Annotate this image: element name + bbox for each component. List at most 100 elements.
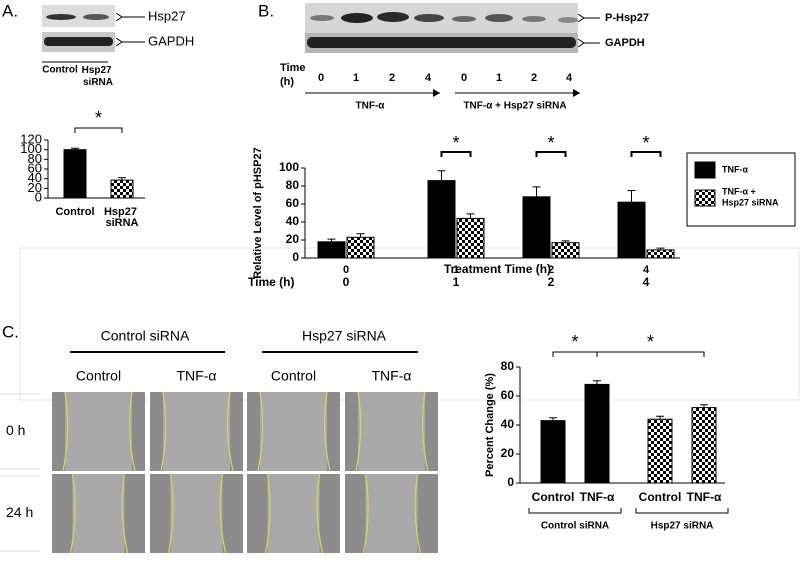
- bar: [317, 241, 346, 259]
- x-tick-label: TNF-α: [580, 490, 615, 504]
- panel-label: A.: [2, 1, 18, 20]
- x-tick-label: Control: [639, 490, 682, 504]
- y-tick-label: 20: [28, 180, 42, 195]
- error-bar: [627, 190, 636, 203]
- group-label: Control siRNA: [541, 521, 609, 532]
- error-bar: [532, 186, 541, 197]
- y-tick-label: 0: [35, 189, 42, 204]
- time-value: 0: [343, 275, 350, 289]
- time-value: 2: [548, 275, 555, 289]
- x-tick-label: TNF-α: [687, 490, 722, 504]
- group-bracket: [635, 508, 729, 514]
- y-tick-label: 0: [507, 475, 514, 489]
- blot-b: [305, 3, 600, 97]
- time-value: 1: [453, 275, 460, 289]
- wound-edge: [160, 391, 234, 472]
- error-bar: [437, 170, 446, 181]
- error-bar: [593, 380, 601, 385]
- band-label: GAPDH: [148, 33, 194, 48]
- wound-area: [358, 392, 425, 471]
- wound-area: [365, 474, 418, 553]
- bar: [522, 196, 551, 259]
- error-bar: [118, 177, 126, 181]
- significance-label: *: [647, 332, 654, 352]
- bar: [110, 179, 134, 199]
- y-tick-label: 20: [501, 446, 515, 460]
- column-label: Control: [76, 368, 121, 384]
- wound-edge: [69, 473, 129, 554]
- y-tick-label: 80: [501, 359, 515, 373]
- group-label: Hsp27 siRNA: [651, 521, 714, 532]
- significance-bracket: [552, 351, 598, 357]
- bar: [63, 149, 87, 199]
- y-tick-label: 0: [292, 250, 299, 264]
- blot-a: [42, 5, 145, 63]
- wound-edge: [62, 391, 136, 472]
- x-tick-label: 0: [343, 264, 349, 276]
- error-bar: [561, 240, 570, 243]
- bar: [456, 217, 485, 259]
- treatment-label: TNF-α: [356, 101, 386, 112]
- wound-edge: [264, 473, 324, 554]
- row-label: 24 h: [6, 504, 33, 520]
- error-bar: [356, 233, 365, 238]
- x-tick-label: 4: [643, 264, 650, 276]
- y-tick-label: 100: [279, 160, 299, 174]
- group-label: Control siRNA: [101, 328, 190, 344]
- y-tick-label: 40: [28, 170, 42, 185]
- column-label: TNF-α: [372, 368, 412, 384]
- error-bar: [656, 247, 665, 250]
- wound-area: [170, 474, 223, 553]
- x-tick-label: Hsp27 siRNA: [104, 206, 140, 229]
- time-label: Time (h): [248, 275, 294, 289]
- significance-bracket: [440, 151, 472, 157]
- legend-swatch: [694, 161, 716, 179]
- time-label: Time (h): [280, 62, 309, 88]
- y-tick-label: 80: [28, 151, 42, 166]
- significance-label: *: [452, 133, 459, 153]
- panel-label: B.: [258, 1, 274, 20]
- bar: [646, 249, 675, 259]
- y-tick-label: 60: [501, 388, 515, 402]
- y-tick-label: 120: [20, 131, 42, 146]
- bar: [540, 420, 566, 484]
- significance-label: *: [547, 133, 554, 153]
- x-tick-label: Control: [55, 206, 94, 218]
- error-bar: [700, 404, 708, 408]
- significance-label: *: [571, 332, 578, 352]
- wound-edge: [355, 391, 429, 472]
- bar: [617, 201, 646, 259]
- significance-bracket: [596, 351, 705, 357]
- wound-area: [267, 474, 320, 553]
- significance-bracket: [74, 127, 123, 133]
- bar: [346, 236, 375, 259]
- y-tick-label: 60: [28, 160, 42, 175]
- significance-bracket: [630, 151, 662, 157]
- row-label: 0 h: [6, 422, 25, 438]
- y-tick-label: 40: [286, 214, 300, 228]
- lane-label: 0: [318, 72, 324, 84]
- lane-label: 1: [496, 72, 502, 84]
- wound-edge: [167, 473, 227, 554]
- treatment-label: TNF-α + Hsp27 siRNA: [463, 101, 566, 112]
- y-tick-label: 20: [286, 232, 300, 246]
- error-bar: [327, 238, 336, 242]
- significance-bracket: [535, 151, 567, 157]
- lane-label: 1: [353, 72, 359, 84]
- bar: [427, 180, 456, 259]
- error-bar: [466, 213, 475, 219]
- bar: [551, 242, 580, 259]
- y-tick-label: 100: [20, 141, 42, 156]
- significance-label: *: [95, 108, 102, 128]
- y-tick-label: 40: [501, 417, 515, 431]
- band-label: P-Hsp27: [605, 12, 649, 24]
- wound-edge: [362, 473, 422, 554]
- lane-label: 0: [461, 72, 467, 84]
- row-bracket: [0, 475, 40, 552]
- lane-label: Hsp27 siRNA: [82, 65, 115, 88]
- lane-label: 4: [425, 72, 432, 84]
- x-tick-label: Control: [532, 490, 575, 504]
- y-tick-label: 60: [286, 196, 300, 210]
- x-tick-label: 2: [548, 264, 554, 276]
- lane-label: 2: [531, 72, 537, 84]
